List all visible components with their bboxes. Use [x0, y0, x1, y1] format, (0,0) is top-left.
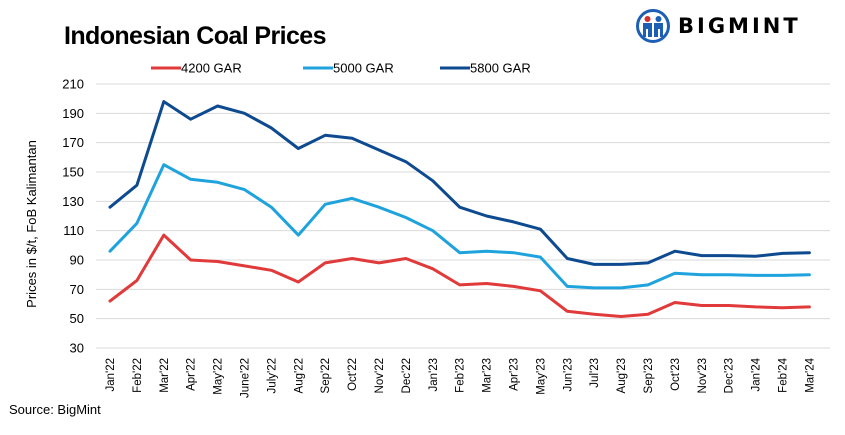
legend-label: 5800 GAR	[470, 61, 531, 76]
x-tick-label: Mar'22	[159, 358, 171, 393]
x-tick-label: Aug'22	[293, 358, 305, 393]
series-line-4200-gar	[108, 233, 811, 318]
chart-title: Indonesian Coal Prices	[64, 22, 326, 50]
y-tick-label: 50	[70, 311, 84, 326]
x-tick-label: Oct'23	[670, 358, 682, 391]
x-tick-label: Nov'23	[697, 358, 709, 393]
y-tick-label: 170	[62, 135, 84, 150]
bigmint-logo-icon	[636, 9, 670, 43]
brand-logo: BIGMINT	[636, 9, 801, 43]
x-tick-label: Aug'23	[616, 358, 628, 393]
y-tick-label: 70	[70, 282, 84, 297]
x-tick-label: July'22	[266, 358, 278, 393]
y-tick-label: 190	[62, 106, 84, 121]
brand-name: BIGMINT	[678, 14, 801, 38]
x-tick-label: June'22	[240, 358, 252, 398]
y-tick-label: 210	[62, 77, 84, 92]
legend-label: 4200 GAR	[181, 61, 242, 76]
x-tick-label: Oct'22	[347, 358, 359, 391]
x-tick-label: Jan'23	[428, 358, 440, 392]
x-tick-label: Sep'22	[320, 358, 332, 393]
x-tick-label: Jan'24	[751, 357, 763, 391]
x-tick-label: Jun'23	[562, 358, 574, 392]
x-tick-label: Nov'22	[374, 358, 386, 393]
x-tick-label: Mar'24	[804, 357, 816, 392]
y-tick-label: 130	[62, 194, 84, 209]
x-tick-label: Sep'23	[643, 358, 655, 393]
legend-label: 5000 GAR	[333, 61, 394, 76]
x-tick-label: Feb'22	[132, 358, 144, 393]
y-tick-label: 150	[62, 165, 84, 180]
source-note: Source: BigMint	[9, 402, 101, 417]
x-tick-label: Apr'23	[509, 358, 521, 391]
x-tick-label: May'23	[535, 358, 547, 395]
x-tick-label: Dec'23	[724, 358, 736, 393]
x-tick-label: Feb'23	[455, 358, 467, 393]
y-axis-label: Prices in $/t, FoB Kalimantan	[24, 140, 39, 308]
series-line-5000-gar	[108, 163, 811, 290]
y-tick-label: 30	[70, 341, 84, 356]
x-tick-label: Apr'22	[186, 358, 198, 391]
y-tick-label: 90	[70, 253, 84, 268]
series-line-5800-gar	[108, 100, 811, 266]
x-tick-label: Mar'23	[482, 358, 494, 393]
x-tick-label: May'22	[213, 358, 225, 395]
y-tick-label: 110	[63, 223, 84, 238]
x-tick-label: Dec'22	[401, 358, 413, 393]
x-tick-label: Jul'23	[589, 358, 601, 388]
x-tick-label: Feb'24	[778, 357, 790, 392]
x-tick-label: Jan'22	[105, 358, 117, 392]
